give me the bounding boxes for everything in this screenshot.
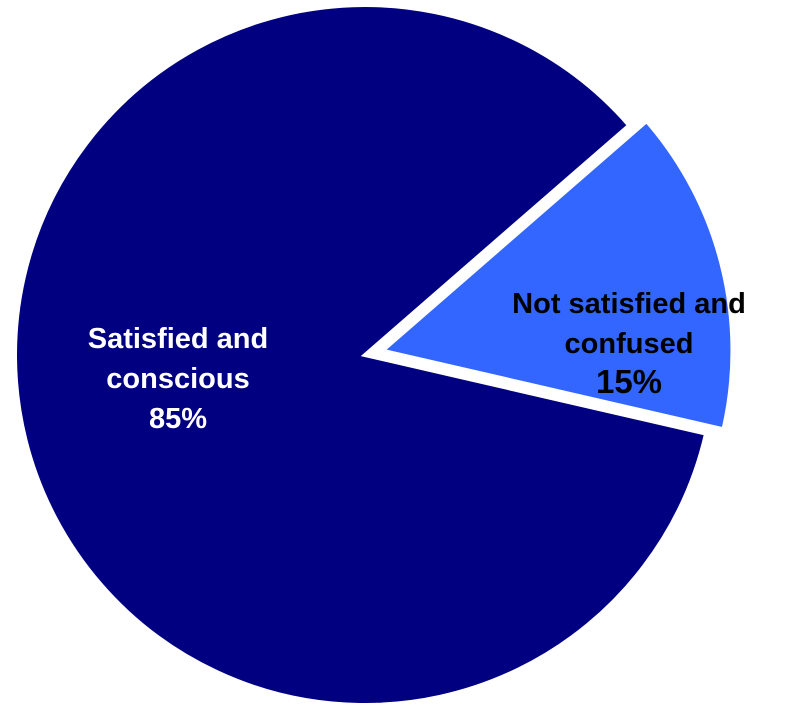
- slice-not-satisfied-confused: [378, 118, 735, 432]
- not-satisfied-confused-label-line: confused: [565, 328, 694, 360]
- slice-satisfied-conscious: [13, 3, 709, 707]
- pie-slices: [13, 3, 735, 707]
- satisfied-conscious-value-label: 85%: [149, 403, 207, 435]
- not-satisfied-confused-label-line: Not satisfied and: [512, 288, 746, 320]
- not-satisfied-confused-value-label: 15%: [596, 363, 662, 400]
- pie-labels: Satisfied and conscious 85% Not satisfied a…: [88, 288, 746, 435]
- satisfied-conscious-label-line: Satisfied and: [88, 323, 269, 355]
- satisfied-conscious-label-line: conscious: [106, 363, 249, 395]
